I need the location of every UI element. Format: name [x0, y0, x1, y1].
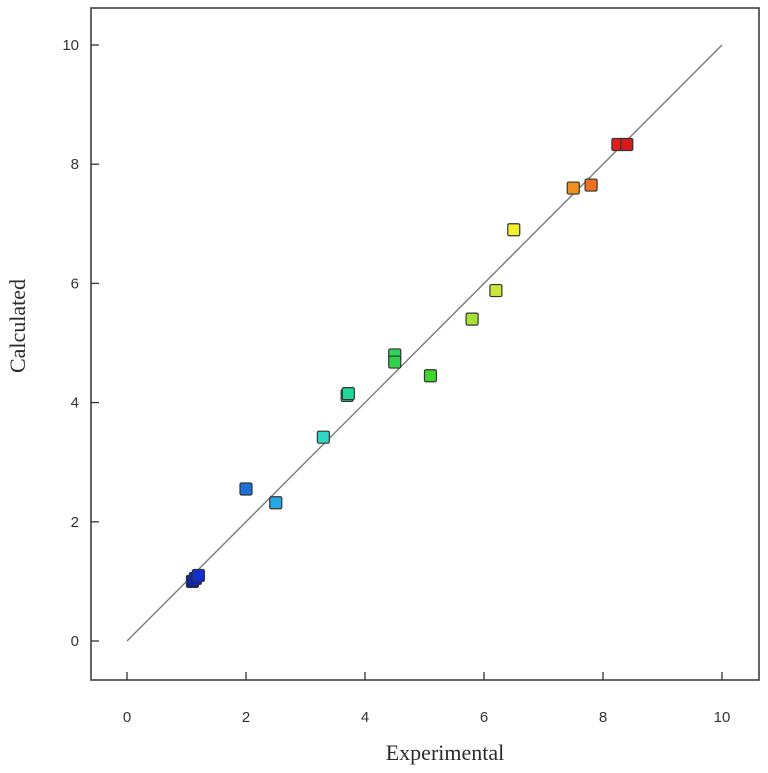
y-tick-label: 8: [71, 156, 79, 173]
plot-frame: [90, 7, 760, 681]
data-point: [388, 355, 402, 369]
y-tick-label: 10: [62, 37, 79, 54]
x-tick-label: 6: [480, 709, 488, 726]
y-axis-ticks: 0 2 4 6 8 10: [62, 37, 99, 650]
y-tick-label: 4: [71, 395, 79, 412]
parity-line: [126, 44, 723, 642]
x-axis-ticks: 0 2 4 6 8 10: [123, 672, 731, 726]
y-tick-label: 2: [71, 514, 79, 531]
y-axis-title: Calculated: [5, 279, 30, 373]
data-point: [620, 137, 634, 152]
data-point: [489, 283, 503, 298]
data-point: [465, 312, 479, 326]
y-tick-label: 0: [71, 633, 79, 650]
data-point: [239, 482, 253, 496]
data-point: [191, 568, 205, 583]
x-tick-label: 4: [361, 709, 369, 726]
x-tick-label: 10: [714, 709, 731, 726]
y-tick-label: 6: [71, 275, 79, 292]
x-tick-label: 0: [123, 709, 131, 726]
x-tick-label: 2: [242, 709, 250, 726]
data-point: [316, 430, 330, 444]
data-point: [566, 181, 580, 195]
data-points: [185, 137, 634, 589]
x-tick-label: 8: [599, 709, 607, 726]
data-point: [341, 387, 355, 401]
data-point: [507, 223, 521, 237]
data-point: [269, 496, 283, 510]
data-point: [584, 178, 598, 192]
x-axis-title: Experimental: [386, 740, 505, 765]
data-point: [423, 369, 438, 383]
